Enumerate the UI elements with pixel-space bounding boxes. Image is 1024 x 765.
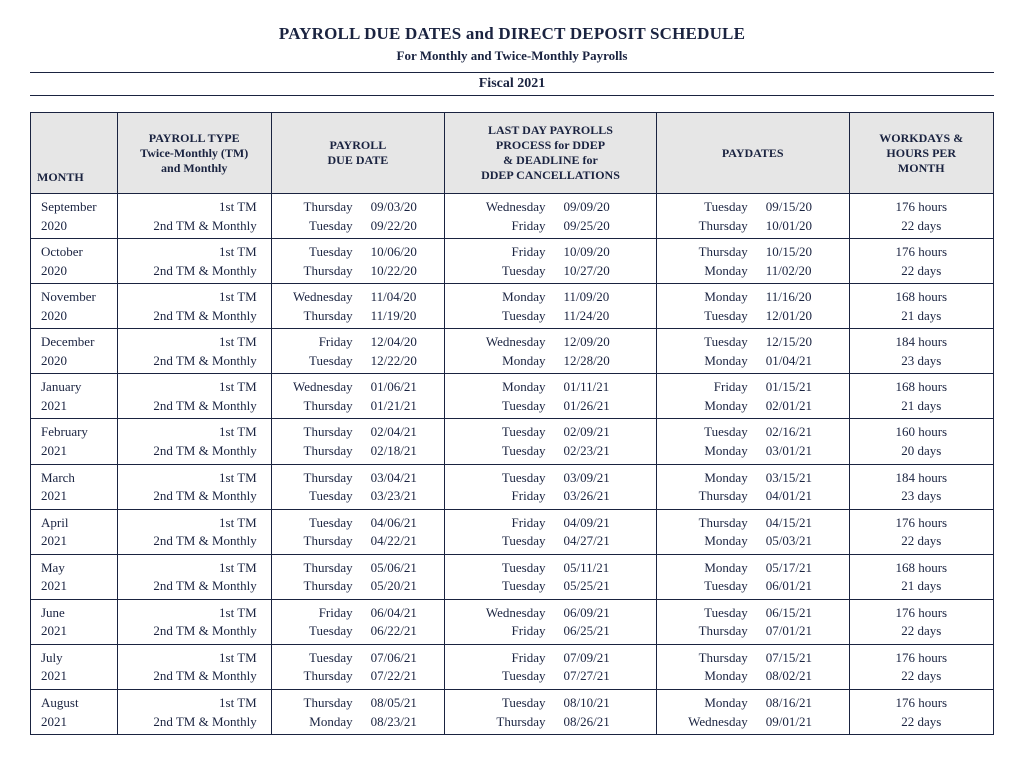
workdays-cell: 176 hours22 days [849,239,993,284]
page-title: PAYROLL DUE DATES and DIRECT DEPOSIT SCH… [30,24,994,44]
table-row: February20211st TM2nd TM & MonthlyThursd… [31,419,994,464]
paydates-cell: Monday08/16/21Wednesday09/01/21 [656,690,849,735]
table-row: December20201st TM2nd TM & MonthlyFriday… [31,329,994,374]
ddep-cell: Friday10/09/20Tuesday10/27/20 [445,239,657,284]
ddep-cell: Wednesday09/09/20Friday09/25/20 [445,194,657,239]
month-cell: January2021 [31,374,118,419]
ddep-cell: Tuesday02/09/21Tuesday02/23/21 [445,419,657,464]
workdays-cell: 160 hours20 days [849,419,993,464]
table-row: June20211st TM2nd TM & MonthlyFriday06/0… [31,599,994,644]
workdays-cell: 176 hours22 days [849,644,993,689]
paydates-cell: Thursday10/15/20Monday11/02/20 [656,239,849,284]
table-header-row: MONTH PAYROLL TYPE Twice-Monthly (TM) an… [31,113,994,194]
payroll-type-cell: 1st TM2nd TM & Monthly [117,239,271,284]
payroll-type-cell: 1st TM2nd TM & Monthly [117,374,271,419]
ddep-cell: Wednesday06/09/21Friday06/25/21 [445,599,657,644]
ddep-cell: Tuesday08/10/21Thursday08/26/21 [445,690,657,735]
month-cell: September2020 [31,194,118,239]
paydates-cell: Tuesday12/15/20Monday01/04/21 [656,329,849,374]
payroll-type-cell: 1st TM2nd TM & Monthly [117,554,271,599]
month-cell: August2021 [31,690,118,735]
payroll-type-cell: 1st TM2nd TM & Monthly [117,690,271,735]
month-cell: April2021 [31,509,118,554]
table-row: March20211st TM2nd TM & MonthlyThursday0… [31,464,994,509]
paydates-cell: Tuesday06/15/21Thursday07/01/21 [656,599,849,644]
table-row: August20211st TM2nd TM & MonthlyThursday… [31,690,994,735]
payroll-type-cell: 1st TM2nd TM & Monthly [117,644,271,689]
workdays-cell: 168 hours21 days [849,374,993,419]
due-date-cell: Tuesday10/06/20Thursday10/22/20 [271,239,444,284]
payroll-type-cell: 1st TM2nd TM & Monthly [117,194,271,239]
table-row: January20211st TM2nd TM & MonthlyWednesd… [31,374,994,419]
month-cell: February2021 [31,419,118,464]
due-date-cell: Friday12/04/20Tuesday12/22/20 [271,329,444,374]
due-date-cell: Thursday03/04/21Tuesday03/23/21 [271,464,444,509]
col-header-month: MONTH [31,113,118,194]
payroll-schedule-table: MONTH PAYROLL TYPE Twice-Monthly (TM) an… [30,112,994,735]
workdays-cell: 168 hours21 days [849,554,993,599]
col-header-ddep: LAST DAY PAYROLLS PROCESS for DDEP & DEA… [445,113,657,194]
ddep-cell: Friday07/09/21Tuesday07/27/21 [445,644,657,689]
ddep-cell: Monday01/11/21Tuesday01/26/21 [445,374,657,419]
ddep-cell: Tuesday05/11/21Tuesday05/25/21 [445,554,657,599]
workdays-cell: 176 hours22 days [849,690,993,735]
col-header-payroll-type: PAYROLL TYPE Twice-Monthly (TM) and Mont… [117,113,271,194]
paydates-cell: Thursday07/15/21Monday08/02/21 [656,644,849,689]
workdays-cell: 176 hours22 days [849,194,993,239]
month-cell: October2020 [31,239,118,284]
col-header-paydates: PAYDATES [656,113,849,194]
payroll-type-cell: 1st TM2nd TM & Monthly [117,464,271,509]
workdays-cell: 176 hours22 days [849,599,993,644]
month-cell: March2021 [31,464,118,509]
page-subtitle: For Monthly and Twice-Monthly Payrolls [30,48,994,64]
paydates-cell: Tuesday09/15/20Thursday10/01/20 [656,194,849,239]
month-cell: July2021 [31,644,118,689]
due-date-cell: Friday06/04/21Tuesday06/22/21 [271,599,444,644]
due-date-cell: Tuesday04/06/21Thursday04/22/21 [271,509,444,554]
payroll-type-cell: 1st TM2nd TM & Monthly [117,509,271,554]
workdays-cell: 176 hours22 days [849,509,993,554]
month-cell: November2020 [31,284,118,329]
paydates-cell: Monday11/16/20Tuesday12/01/20 [656,284,849,329]
paydates-cell: Thursday04/15/21Monday05/03/21 [656,509,849,554]
due-date-cell: Wednesday11/04/20Thursday11/19/20 [271,284,444,329]
ddep-cell: Wednesday12/09/20Monday12/28/20 [445,329,657,374]
due-date-cell: Thursday09/03/20Tuesday09/22/20 [271,194,444,239]
payroll-type-cell: 1st TM2nd TM & Monthly [117,599,271,644]
workdays-cell: 184 hours23 days [849,329,993,374]
workdays-cell: 184 hours23 days [849,464,993,509]
payroll-type-cell: 1st TM2nd TM & Monthly [117,284,271,329]
due-date-cell: Wednesday01/06/21Thursday01/21/21 [271,374,444,419]
due-date-cell: Thursday02/04/21Thursday02/18/21 [271,419,444,464]
ddep-cell: Tuesday03/09/21Friday03/26/21 [445,464,657,509]
month-cell: May2021 [31,554,118,599]
table-row: September20201st TM2nd TM & MonthlyThurs… [31,194,994,239]
table-row: May20211st TM2nd TM & MonthlyThursday05/… [31,554,994,599]
fiscal-year-bar: Fiscal 2021 [30,72,994,96]
due-date-cell: Tuesday07/06/21Thursday07/22/21 [271,644,444,689]
col-header-workdays: WORKDAYS & HOURS PER MONTH [849,113,993,194]
payroll-type-cell: 1st TM2nd TM & Monthly [117,329,271,374]
ddep-cell: Monday11/09/20Tuesday11/24/20 [445,284,657,329]
paydates-cell: Monday03/15/21Thursday04/01/21 [656,464,849,509]
workdays-cell: 168 hours21 days [849,284,993,329]
month-cell: June2021 [31,599,118,644]
payroll-type-cell: 1st TM2nd TM & Monthly [117,419,271,464]
table-row: July20211st TM2nd TM & MonthlyTuesday07/… [31,644,994,689]
ddep-cell: Friday04/09/21Tuesday04/27/21 [445,509,657,554]
col-header-due-date: PAYROLL DUE DATE [271,113,444,194]
due-date-cell: Thursday05/06/21Thursday05/20/21 [271,554,444,599]
paydates-cell: Friday01/15/21Monday02/01/21 [656,374,849,419]
month-cell: December2020 [31,329,118,374]
paydates-cell: Tuesday02/16/21Monday03/01/21 [656,419,849,464]
table-row: April20211st TM2nd TM & MonthlyTuesday04… [31,509,994,554]
due-date-cell: Thursday08/05/21Monday08/23/21 [271,690,444,735]
table-row: October20201st TM2nd TM & MonthlyTuesday… [31,239,994,284]
table-row: November20201st TM2nd TM & MonthlyWednes… [31,284,994,329]
paydates-cell: Monday05/17/21Tuesday06/01/21 [656,554,849,599]
